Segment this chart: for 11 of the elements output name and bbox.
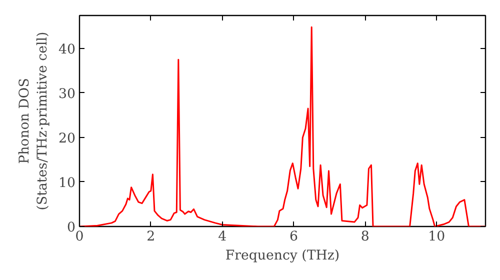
x-tick-label: 10 <box>428 230 446 244</box>
y-tick-label: 40 <box>58 42 76 58</box>
x-tick-label: 4 <box>218 230 227 244</box>
y-tick-label: 10 <box>58 176 76 191</box>
x-tick-label: 6 <box>290 230 298 244</box>
x-tick-label: 8 <box>360 230 370 244</box>
x-axis-title: Frequency (THz) <box>225 248 340 264</box>
y-tick-label: 20 <box>58 131 76 146</box>
y-tick-label: 30 <box>58 86 76 102</box>
x-tick-label: 2 <box>146 230 156 244</box>
y-axis-title: Phonon DOS (States/THz·primitive cell) <box>18 32 51 210</box>
